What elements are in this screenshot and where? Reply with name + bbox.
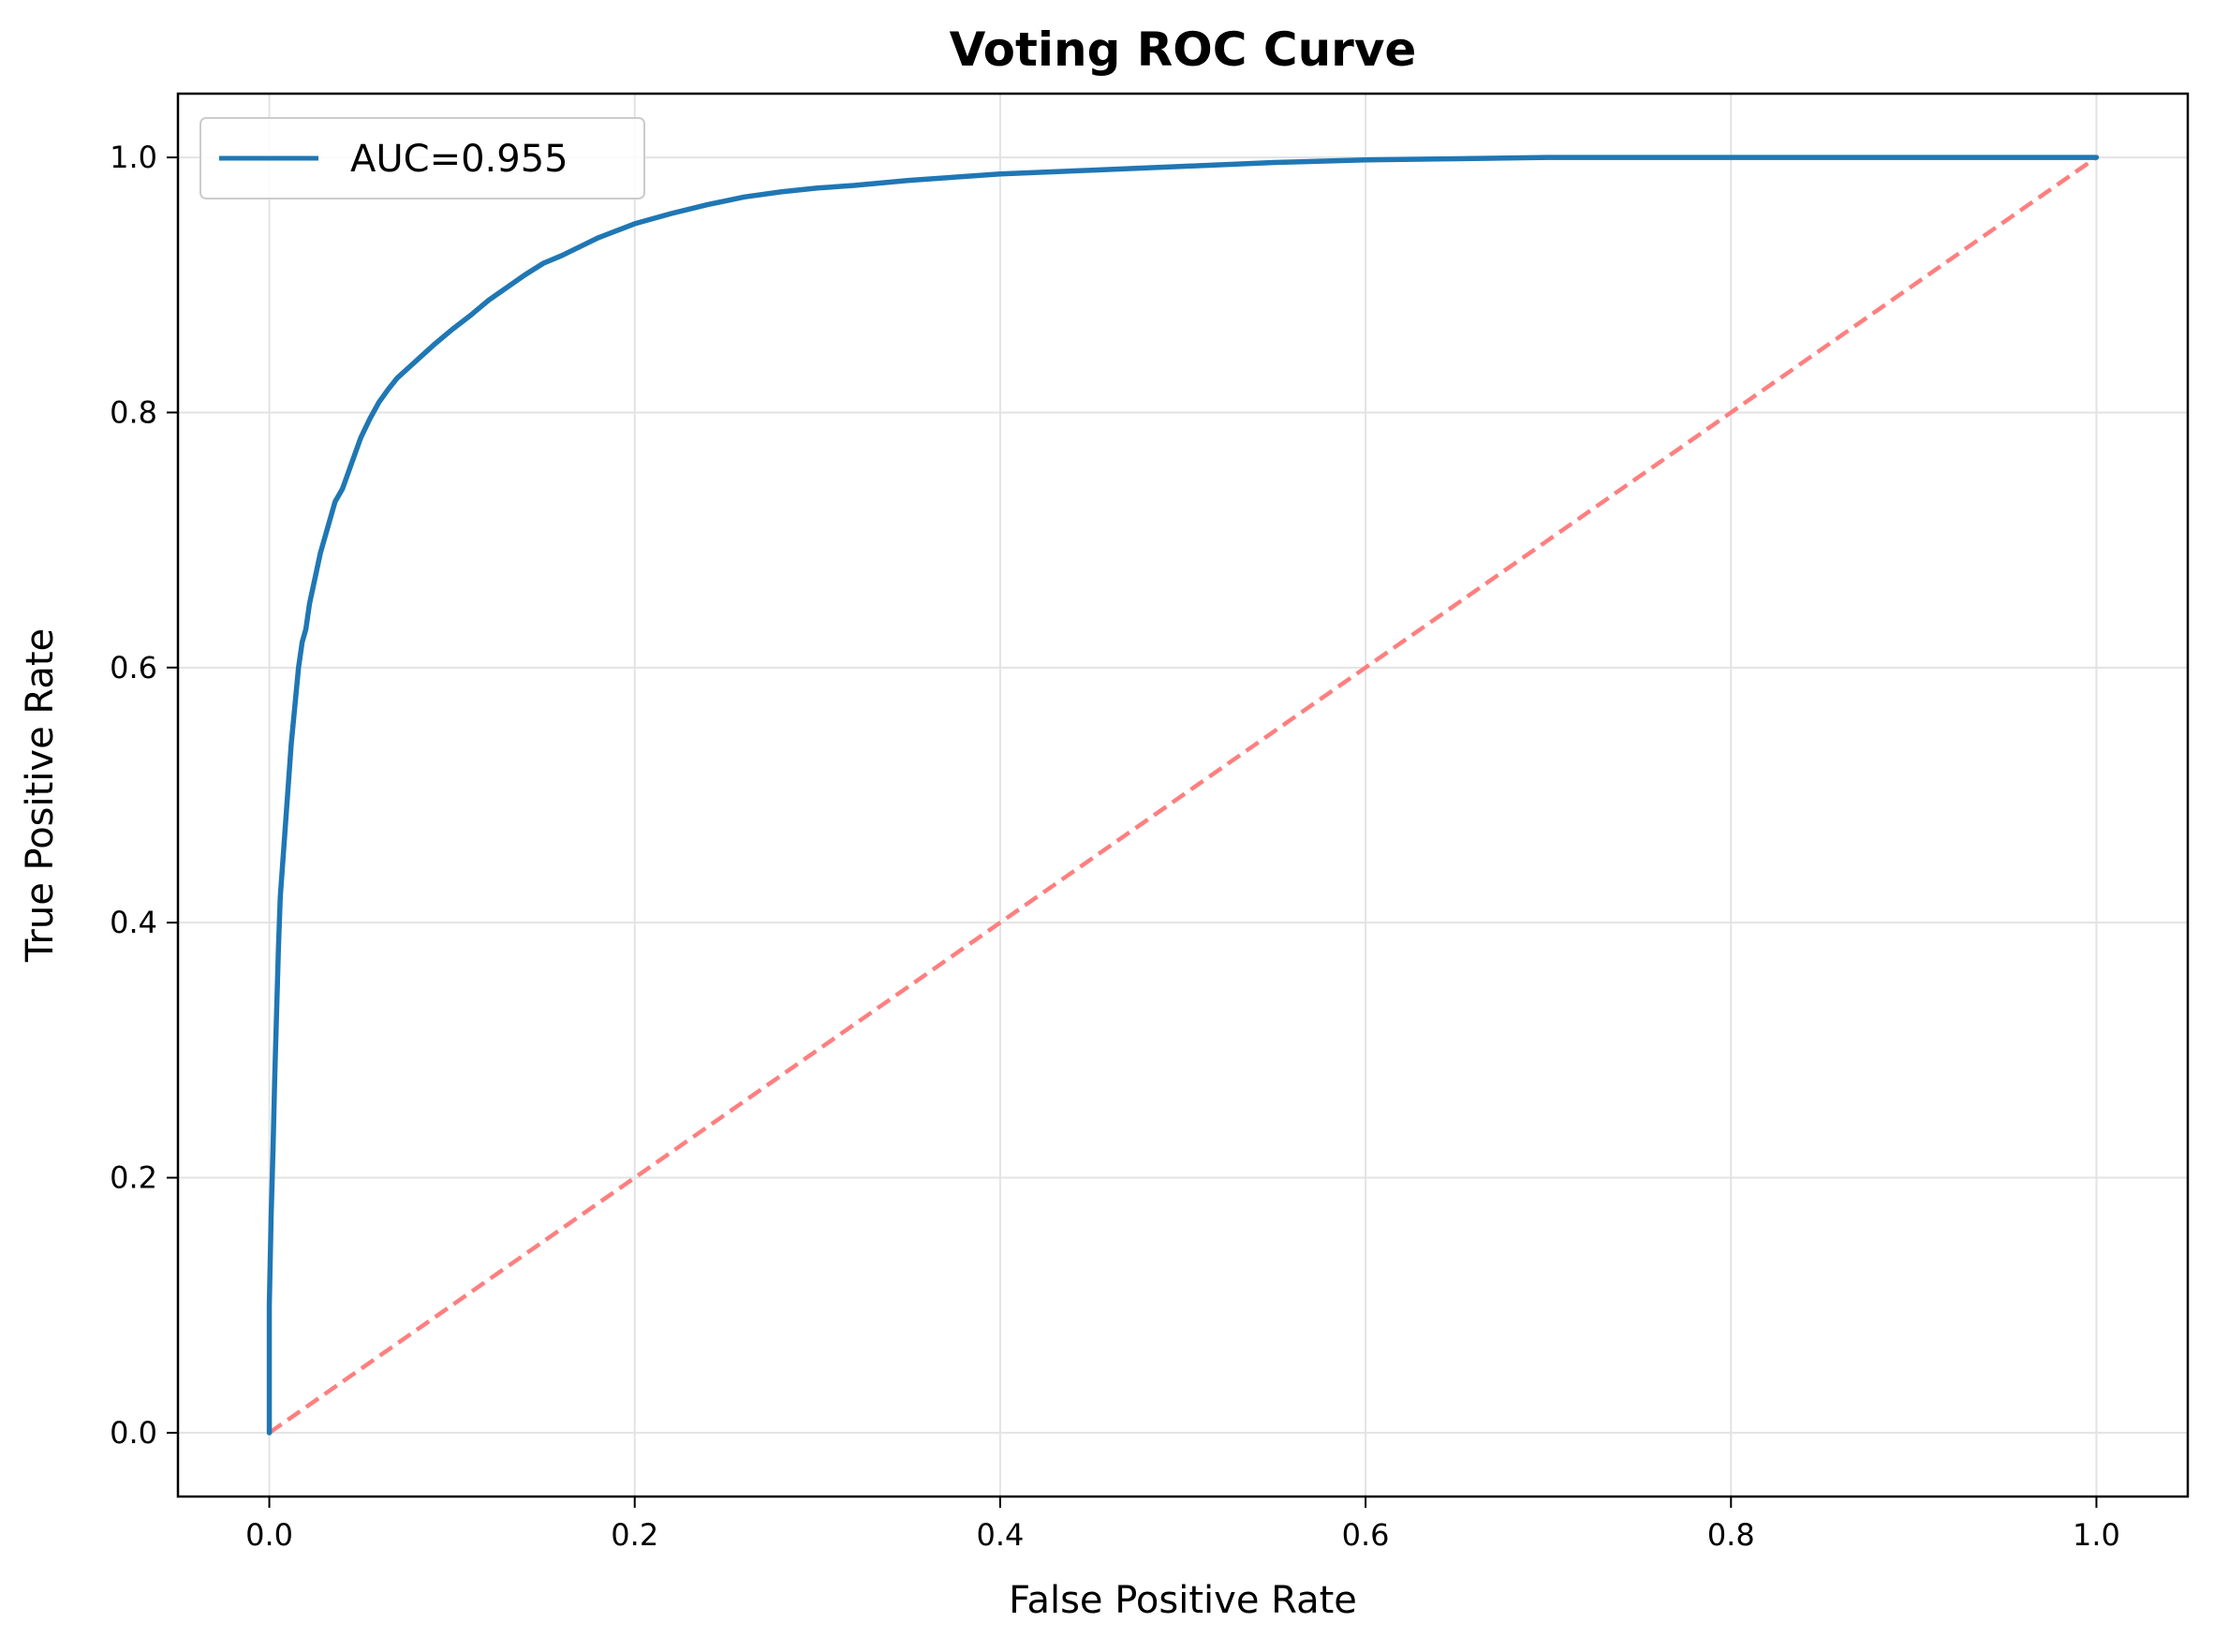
x-tick-label: 0.6 xyxy=(1342,1517,1390,1553)
legend-box xyxy=(199,117,645,199)
y-tick-label: 0.0 xyxy=(110,1415,157,1451)
legend-entry-auc: AUC=0.955 xyxy=(350,138,568,181)
roc-curve-line xyxy=(266,155,2100,1436)
x-tick-label: 0.8 xyxy=(1707,1517,1755,1553)
y-tick-label: 1.0 xyxy=(110,140,157,175)
legend: AUC=0.955 xyxy=(199,117,645,199)
chart-title: Voting ROC Curve xyxy=(950,22,1417,77)
x-tick-label: 1.0 xyxy=(2073,1517,2120,1553)
x-tick-label: 0.4 xyxy=(976,1517,1024,1553)
x-tick-label: 0.2 xyxy=(611,1517,658,1553)
y-tick-label: 0.8 xyxy=(110,394,157,430)
x-axis-label: False Positive Rate xyxy=(1009,1579,1357,1622)
random-classifier-line xyxy=(268,155,2098,1435)
y-tick-label: 0.6 xyxy=(110,650,157,686)
ticks: 0.0 0.2 0.4 0.6 0.8 1.0 0.0 0.2 0.4 0.6 0.8 1.0 xyxy=(110,140,2120,1553)
y-tick-label: 0.4 xyxy=(110,905,157,940)
series-layer xyxy=(266,155,2100,1436)
y-tick-label: 0.2 xyxy=(110,1160,157,1196)
plot-frame xyxy=(176,92,2190,1498)
y-axis-label: True Positive Rate xyxy=(19,628,62,963)
x-tick-label: 0.0 xyxy=(245,1517,293,1553)
